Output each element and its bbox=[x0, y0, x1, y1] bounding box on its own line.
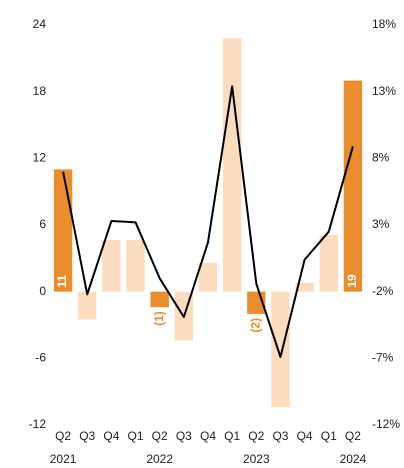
bar bbox=[295, 282, 314, 292]
y2-tick-label: 18% bbox=[372, 17, 396, 31]
x-tick-label: Q4 bbox=[297, 429, 313, 443]
x-tick-label: Q4 bbox=[103, 429, 119, 443]
x-tick-label: Q1 bbox=[224, 429, 240, 443]
y2-tick-label: 8% bbox=[372, 151, 390, 165]
x-tick-label: Q2 bbox=[152, 429, 168, 443]
x-tick-label: Q2 bbox=[55, 429, 71, 443]
x-tick-year: 2021 bbox=[50, 452, 77, 466]
bar bbox=[319, 235, 338, 292]
x-tick-year: 2022 bbox=[146, 452, 173, 466]
y2-tick-label: -12% bbox=[372, 417, 400, 431]
x-tick-label: Q3 bbox=[79, 429, 95, 443]
bar bbox=[78, 291, 97, 320]
bar bbox=[126, 240, 145, 292]
bar-value-label: 11 bbox=[55, 275, 69, 288]
y-tick-label: 18 bbox=[33, 84, 47, 98]
y-tick-label: -12 bbox=[29, 417, 47, 431]
y-tick-label: 6 bbox=[39, 217, 46, 231]
x-tick-label: Q1 bbox=[128, 429, 144, 443]
y2-tick-label: -2% bbox=[372, 284, 394, 298]
x-tick-label: Q2 bbox=[248, 429, 264, 443]
y-tick-label: 24 bbox=[33, 17, 47, 31]
x-tick-year: 2024 bbox=[340, 452, 367, 466]
y2-tick-label: -7% bbox=[372, 351, 394, 365]
bar bbox=[150, 291, 169, 308]
bar-value-label: (2) bbox=[248, 318, 262, 333]
bar-value-label: 19 bbox=[345, 274, 359, 288]
bar bbox=[53, 169, 73, 292]
y-tick-label: -6 bbox=[35, 351, 46, 365]
x-tick-label: Q1 bbox=[321, 429, 337, 443]
bar-value-label: (1) bbox=[152, 311, 166, 326]
bar bbox=[198, 262, 218, 292]
x-tick-label: Q3 bbox=[272, 429, 288, 443]
y2-tick-label: 3% bbox=[372, 217, 390, 231]
x-tick-year: 2023 bbox=[243, 452, 270, 466]
line bbox=[62, 85, 354, 358]
x-tick-label: Q2 bbox=[345, 429, 361, 443]
bar bbox=[343, 80, 363, 292]
bar bbox=[271, 291, 290, 408]
y2-tick-label: 13% bbox=[372, 84, 396, 98]
y-tick-label: 12 bbox=[33, 151, 47, 165]
y-tick-label: 0 bbox=[39, 284, 46, 298]
x-tick-label: Q3 bbox=[176, 429, 192, 443]
bar bbox=[102, 240, 121, 292]
x-tick-label: Q4 bbox=[200, 429, 216, 443]
bar bbox=[222, 38, 242, 292]
